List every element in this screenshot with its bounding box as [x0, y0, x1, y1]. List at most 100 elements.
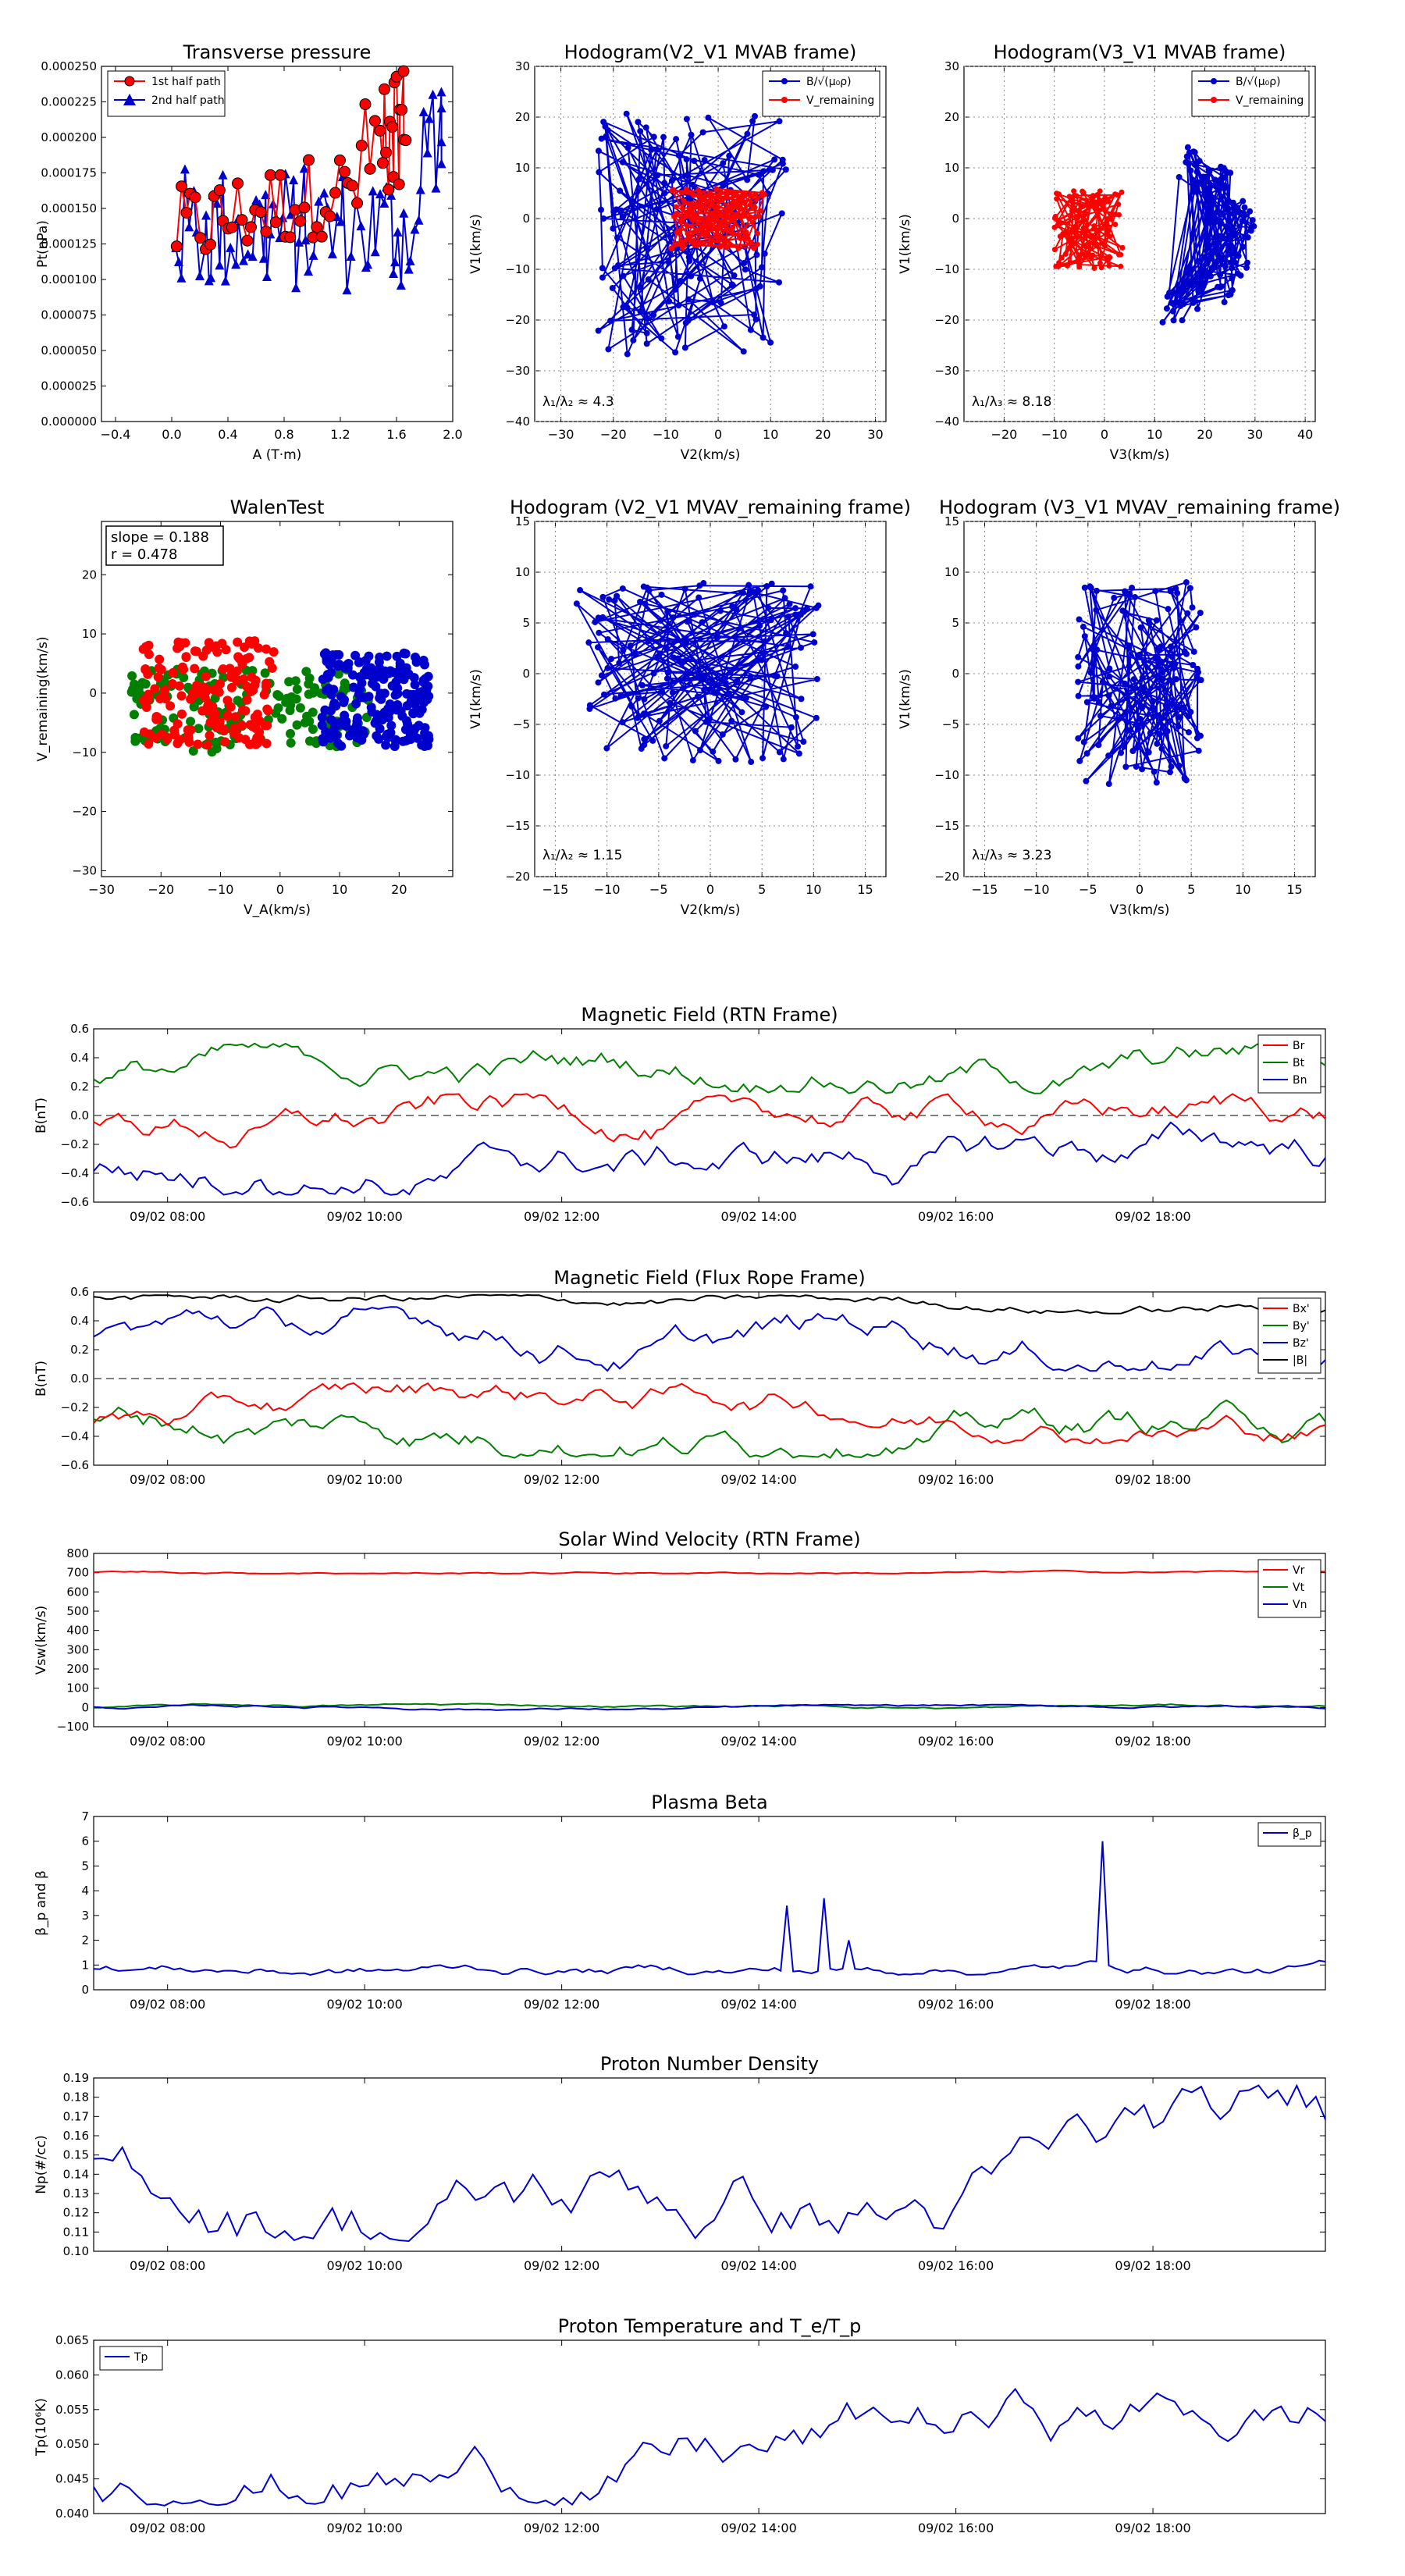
point-v — [746, 215, 752, 222]
point-blue — [423, 741, 433, 751]
point-v — [673, 204, 679, 210]
x-tick-label: −10 — [1023, 882, 1050, 897]
point-b — [1241, 204, 1248, 211]
point-hodogram — [780, 587, 787, 594]
chart-title: Hodogram(V3_V1 MVAB frame) — [994, 41, 1286, 63]
point-v — [1071, 188, 1077, 194]
point-red — [176, 691, 187, 701]
time-tick-label: 09/02 08:00 — [130, 2521, 205, 2535]
y-tick-label: 0 — [81, 1983, 89, 1997]
point-v — [1069, 208, 1075, 214]
point-v — [1077, 252, 1083, 258]
point-b — [628, 326, 635, 333]
series-vn — [93, 1703, 1326, 1711]
point-hodogram — [1136, 715, 1144, 722]
point-v — [713, 216, 719, 222]
point-blue — [381, 740, 391, 750]
time-tick-label: 09/02 10:00 — [327, 1734, 403, 1749]
y-tick-label: 10 — [515, 161, 530, 175]
point-b — [1194, 305, 1201, 312]
point-v — [718, 190, 724, 196]
x-axis-label: V2(km/s) — [681, 447, 741, 463]
point-hodogram — [1153, 779, 1160, 786]
y-tick-label: −0.6 — [61, 1458, 89, 1472]
y-tick-label: 0.060 — [55, 2368, 89, 2382]
point-1st-half — [298, 201, 311, 214]
point-b — [1168, 289, 1176, 296]
point-hodogram — [669, 689, 676, 696]
point-red — [173, 637, 183, 647]
point-b — [1240, 244, 1247, 251]
chart-tp: Transverse pressure −0.4 0.0 0.4 0.8 1.2 1.6 2.… — [35, 41, 463, 463]
chart-title: Proton Temperature and T_e/T_p — [558, 2315, 862, 2337]
x-axis-label: A (T·m) — [253, 447, 302, 463]
point-v — [732, 213, 738, 219]
y-tick-label: −40 — [934, 415, 959, 429]
x-tick-label: −10 — [1041, 427, 1068, 442]
y-tick-label: 700 — [66, 1566, 89, 1580]
point-b — [1204, 260, 1211, 267]
point-hodogram — [1153, 656, 1160, 663]
point-b — [624, 144, 631, 151]
point-hodogram — [1083, 750, 1090, 757]
y-tick-label: 0 — [951, 667, 959, 681]
point-1st-half — [333, 154, 346, 166]
eigen-ratio: λ₁/λ₂ ≈ 4.3 — [542, 394, 614, 410]
x-tick-label: −10 — [653, 427, 679, 442]
point-hodogram — [1075, 678, 1082, 685]
point-v — [730, 224, 736, 230]
point-green — [140, 679, 151, 689]
x-tick-label: 20 — [815, 427, 831, 442]
point-b — [630, 336, 637, 343]
point-b — [1229, 275, 1236, 282]
point-2nd-half — [226, 242, 236, 252]
point-red — [222, 696, 233, 706]
point-hodogram — [756, 622, 763, 629]
point-1st-half — [311, 221, 323, 233]
point-b — [1176, 289, 1183, 296]
y-tick-label: 15 — [944, 514, 959, 528]
x-tick-label: 15 — [857, 882, 873, 897]
point-hodogram — [758, 656, 765, 664]
point-hodogram — [1187, 709, 1194, 716]
y-tick-label: 7 — [81, 1809, 89, 1823]
point-v — [1098, 265, 1104, 271]
point-hodogram — [1141, 658, 1148, 665]
point-hodogram — [1139, 705, 1146, 712]
point-red — [197, 706, 208, 716]
point-v — [736, 205, 742, 212]
legend-marker — [781, 78, 788, 84]
point-hodogram — [1075, 735, 1082, 742]
point-red — [269, 647, 279, 657]
point-b — [637, 308, 644, 315]
point-hodogram — [612, 695, 619, 702]
point-hodogram — [596, 629, 603, 636]
y-tick-label: 10 — [944, 161, 959, 175]
x-tick-label: 1.6 — [386, 427, 406, 442]
point-hodogram — [745, 582, 752, 589]
point-2nd-half — [212, 198, 222, 208]
point-blue — [334, 720, 344, 730]
x-axis-label: V2(km/s) — [681, 902, 741, 918]
point-v — [1076, 256, 1083, 262]
y-tick-label: 0 — [951, 212, 959, 226]
y-tick-label: 0.000000 — [41, 415, 97, 429]
legend-marker — [781, 97, 788, 103]
point-hodogram — [1182, 775, 1189, 782]
point-hodogram — [1168, 763, 1175, 770]
point-v — [1058, 254, 1065, 261]
point-green — [212, 744, 222, 754]
point-hodogram — [691, 611, 698, 618]
point-red — [212, 647, 222, 657]
point-red — [251, 723, 261, 733]
y-tick-label: 2 — [81, 1934, 89, 1948]
point-hodogram — [1075, 692, 1082, 699]
point-v — [1102, 194, 1108, 201]
point-red — [215, 679, 225, 689]
point-b — [1190, 299, 1197, 306]
point-blue — [329, 701, 339, 711]
point-green — [286, 692, 297, 702]
point-b — [1184, 144, 1191, 151]
point-hodogram — [1132, 593, 1139, 600]
point-hodogram — [1177, 713, 1184, 720]
